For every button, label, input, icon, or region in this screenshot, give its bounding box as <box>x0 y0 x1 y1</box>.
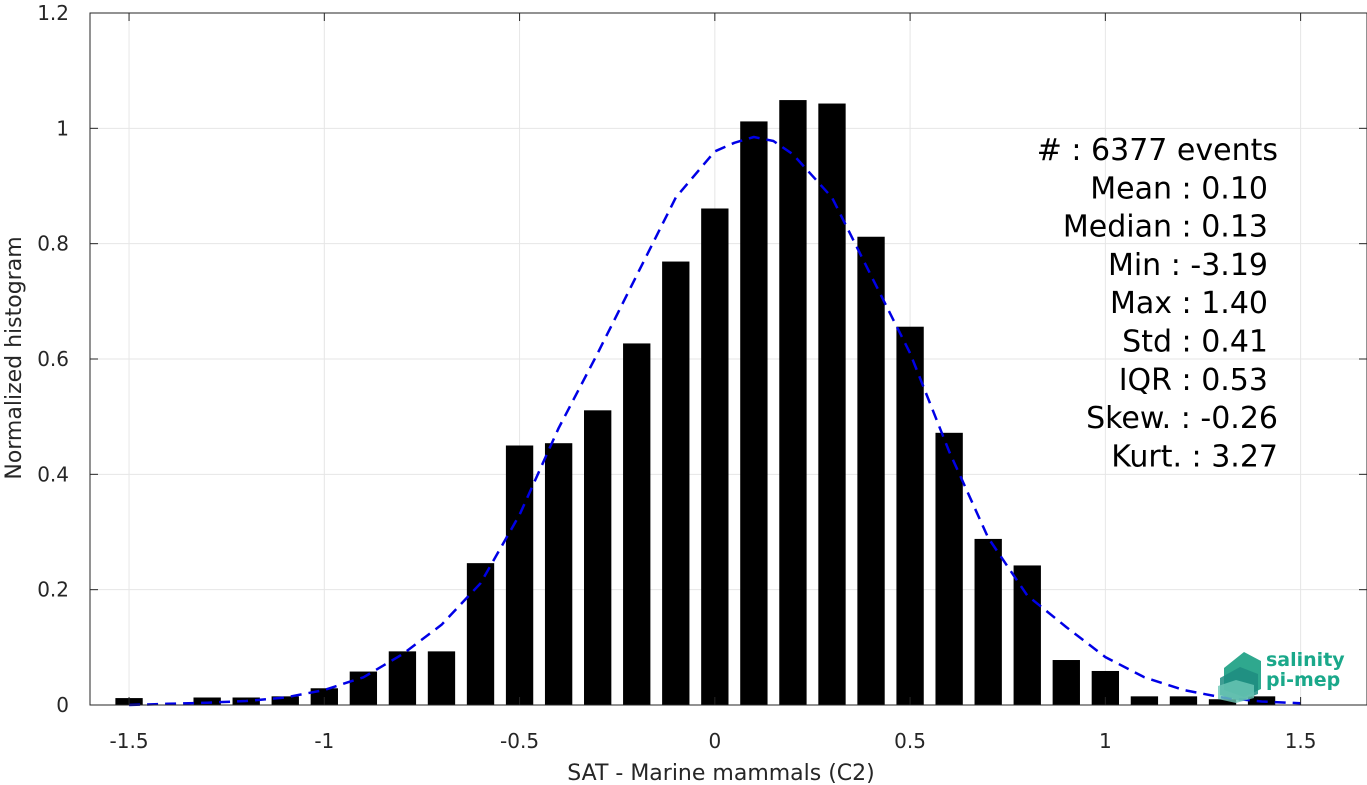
histogram-bar <box>662 261 690 705</box>
histogram-bar <box>544 443 573 705</box>
histogram-bar <box>818 103 846 705</box>
y-tick-label: 0.6 <box>37 347 69 371</box>
stats-line: Kurt. : 3.27 <box>1111 439 1278 474</box>
histogram-bar <box>1013 565 1041 705</box>
fit-curve-group <box>129 135 1301 707</box>
histogram-bar <box>427 651 456 705</box>
histogram-bar <box>1208 699 1237 705</box>
stats-line: Min : -3.19 <box>1108 248 1268 283</box>
histogram-bar <box>584 410 612 705</box>
histogram-bar <box>779 100 807 706</box>
histogram-bar <box>193 697 221 705</box>
x-tick-label: -1.5 <box>110 729 149 753</box>
logo-line1: salinity <box>1266 649 1345 671</box>
histogram-bar <box>935 432 963 705</box>
x-tick-label: 1.5 <box>1285 729 1317 753</box>
x-tick-label: 1 <box>1099 729 1112 753</box>
x-axis-label: SAT - Marine mammals (C2) <box>567 761 875 785</box>
stats-line: Max : 1.40 <box>1110 286 1268 321</box>
y-axis-label: Normalized histogram <box>2 236 27 479</box>
histogram-bar <box>740 121 768 705</box>
histogram-bar <box>1169 696 1198 705</box>
y-tick-label: 1 <box>56 116 69 140</box>
stats-line: # : 6377 events <box>1037 133 1278 168</box>
axes <box>89 12 1367 706</box>
stats-line: Std : 0.41 <box>1122 325 1268 360</box>
y-tick-label: 0.8 <box>37 232 69 256</box>
histogram-bar <box>466 563 495 705</box>
y-tick-labels: 0 0.2 0.4 0.6 0.8 1 1.2 <box>37 1 69 717</box>
y-tick-label: 0.2 <box>37 578 69 602</box>
histogram-bar <box>896 326 924 705</box>
stats-line: Skew. : -0.26 <box>1086 401 1278 436</box>
x-tick-labels: -1.5 -1 -0.5 0 0.5 1 1.5 <box>110 729 1317 753</box>
histogram-bar <box>701 208 729 706</box>
y-tick-label: 0.4 <box>37 462 69 486</box>
histogram-bar <box>857 236 885 705</box>
stats-line: Median : 0.13 <box>1063 210 1268 245</box>
stats-line: Mean : 0.10 <box>1090 171 1268 206</box>
salinity-pi-mep-logo: salinity pi-mep <box>1218 649 1345 703</box>
histogram-bar <box>974 538 1002 705</box>
logo-mark-icon <box>1218 652 1261 703</box>
histogram-bar <box>505 445 534 705</box>
x-tick-label: 0 <box>708 729 721 753</box>
bars <box>115 100 1276 706</box>
x-tick-label: 0.5 <box>894 729 926 753</box>
logo-line2: pi-mep <box>1266 669 1340 691</box>
histogram-bar <box>1130 696 1159 705</box>
histogram-bar <box>271 696 299 705</box>
histogram-bar <box>623 343 651 705</box>
y-tick-label: 0 <box>56 693 69 717</box>
histogram-bar <box>1052 660 1080 705</box>
fit-curve <box>129 135 1301 707</box>
stats-line: IQR : 0.53 <box>1119 363 1268 398</box>
x-tick-label: -0.5 <box>500 729 539 753</box>
x-tick-label: -1 <box>314 729 334 753</box>
y-tick-label: 1.2 <box>37 1 69 25</box>
